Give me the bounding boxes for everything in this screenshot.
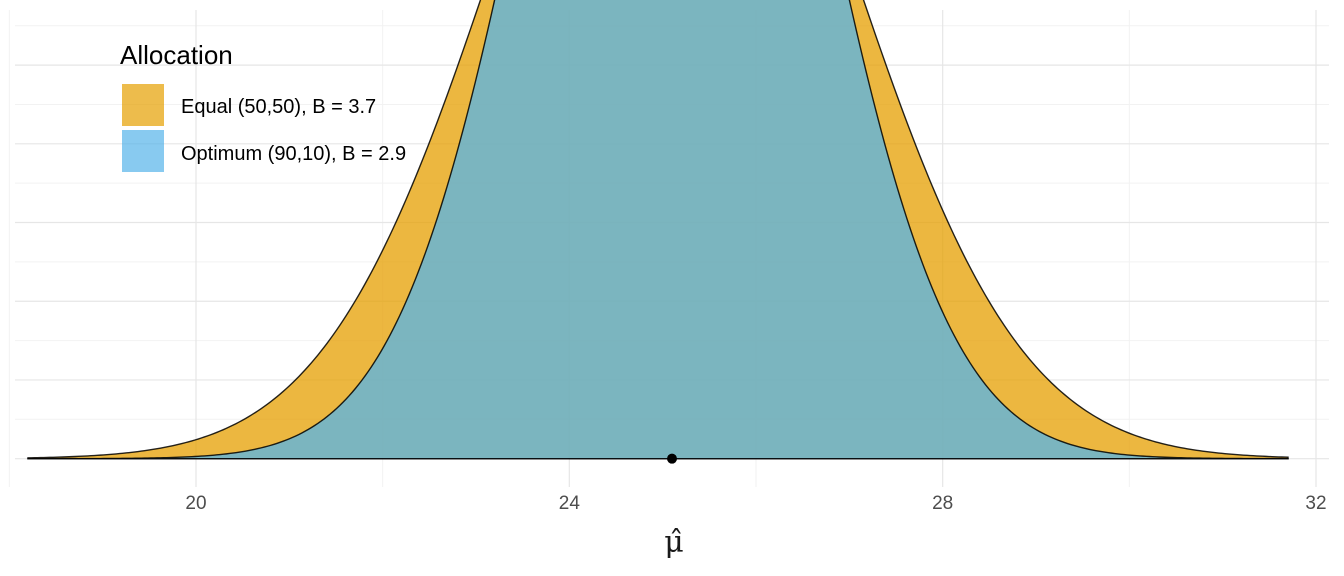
legend-key-equal xyxy=(122,84,164,126)
density-area-optimum xyxy=(27,0,1289,460)
legend-label-optimum: Optimum (90,10), B = 2.9 xyxy=(181,143,406,165)
mean-point xyxy=(667,453,677,464)
x-tick-label: 32 xyxy=(1305,493,1326,514)
x-axis-title: μ̂ xyxy=(664,525,684,560)
legend-label-equal: Equal (50,50), B = 3.7 xyxy=(181,96,376,118)
x-tick-label: 20 xyxy=(185,493,206,514)
x-tick-labels: 20 24 28 32 xyxy=(185,493,1326,514)
density-areas xyxy=(27,0,1289,460)
legend: Allocation Equal (50,50), B = 3.7 Optimu… xyxy=(120,40,406,172)
legend-key-optimum xyxy=(122,130,164,172)
x-tick-label: 28 xyxy=(932,493,953,514)
x-tick-label: 24 xyxy=(559,493,581,514)
legend-title: Allocation xyxy=(120,40,233,70)
data-points xyxy=(667,453,677,464)
